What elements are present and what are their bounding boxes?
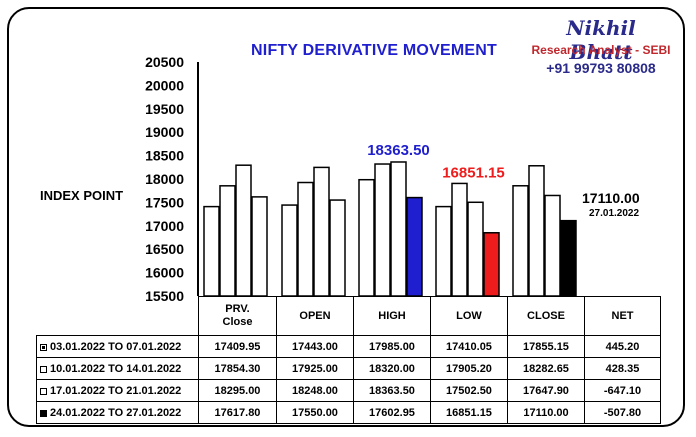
legend-swatch: [40, 409, 47, 417]
row-label-text: 17.01.2022 TO 21.01.2022: [50, 384, 182, 397]
col-prv-close: PRV. Close: [198, 296, 277, 336]
bar: [435, 205, 452, 297]
bar: [235, 164, 252, 297]
row-label: 03.01.2022 TO 07.01.2022: [36, 335, 199, 358]
table-cell: 16851.15: [430, 401, 508, 424]
row-label-text: 10.01.2022 TO 14.01.2022: [50, 362, 182, 375]
brand-role: Research Analyst - SEBI: [531, 43, 671, 57]
table-cell: 445.20: [584, 335, 661, 358]
table-cell: 17443.00: [276, 335, 354, 358]
table-cell: 17985.00: [353, 335, 431, 358]
bar: [358, 178, 375, 297]
table-cell: 18363.50: [353, 379, 431, 402]
table-cell: 17410.05: [430, 335, 508, 358]
bar: [390, 161, 407, 297]
y-tick-label: 16500: [145, 241, 184, 257]
col-high: HIGH: [353, 296, 431, 336]
table-header-row: PRV. Close OPEN HIGH LOW CLOSE NET: [37, 296, 661, 336]
table-cell: 17925.00: [276, 357, 354, 380]
high-annotation: 18363.50: [367, 142, 430, 159]
row-label-text: 24.01.2022 TO 27.01.2022: [50, 406, 182, 419]
table-row: 17.01.2022 TO 21.01.2022 18295.00 18248.…: [36, 379, 661, 402]
brand-name: Nikhil Bhatt: [566, 16, 636, 64]
col-net: NET: [584, 296, 661, 336]
bar: [467, 201, 484, 297]
table-row: 24.01.2022 TO 27.01.2022 17617.80 17550.…: [36, 401, 661, 424]
table-cell: 17617.80: [198, 401, 277, 424]
col-close: CLOSE: [507, 296, 585, 336]
bar: [406, 196, 423, 297]
bar: [528, 165, 545, 297]
table-cell: 17905.20: [430, 357, 508, 380]
table-cell: 17550.00: [276, 401, 354, 424]
table-cell: 17602.95: [353, 401, 431, 424]
table-cell: 18282.65: [507, 357, 585, 380]
table-cell: 18320.00: [353, 357, 431, 380]
y-tick-label: 16000: [145, 265, 184, 281]
table-cell: 17647.90: [507, 379, 585, 402]
chart-title: NIFTY DERIVATIVE MOVEMENT: [251, 42, 497, 59]
row-label: 10.01.2022 TO 14.01.2022: [36, 357, 199, 380]
bar: [203, 205, 220, 297]
row-label: 24.01.2022 TO 27.01.2022: [36, 401, 199, 424]
row-label: 17.01.2022 TO 21.01.2022: [36, 379, 199, 402]
close-date-annotation: 27.01.2022: [589, 208, 640, 219]
table-cell: -647.10: [584, 379, 661, 402]
col-open: OPEN: [276, 296, 354, 336]
y-tick-label: 18500: [145, 148, 184, 164]
table-corner: [37, 297, 199, 336]
bar: [544, 194, 561, 297]
low-annotation: 16851.15: [442, 165, 505, 182]
bar: [297, 181, 314, 297]
y-tick-label: 19500: [145, 101, 184, 117]
close-annotation: 17110.00: [582, 190, 640, 206]
row-label-text: 03.01.2022 TO 07.01.2022: [50, 340, 182, 353]
bar: [374, 163, 391, 297]
table-cell: 17409.95: [198, 335, 277, 358]
col-low: LOW: [430, 296, 508, 336]
data-table: PRV. Close OPEN HIGH LOW CLOSE NET 03.01…: [36, 296, 661, 424]
legend-swatch: [40, 387, 47, 395]
table-cell: -507.80: [584, 401, 661, 424]
table-cell: 18295.00: [198, 379, 277, 402]
table-cell: 17502.50: [430, 379, 508, 402]
table-cell: 18248.00: [276, 379, 354, 402]
bar: [329, 199, 346, 297]
y-tick-label: 15500: [145, 288, 184, 304]
bar: [451, 182, 468, 297]
y-tick-label: 17500: [145, 194, 184, 210]
y-tick-label: 18000: [145, 171, 184, 187]
table-cell: 17854.30: [198, 357, 277, 380]
legend-swatch: [40, 365, 47, 373]
bar: [281, 204, 298, 297]
bar: [251, 196, 268, 297]
y-tick-label: 17000: [145, 218, 184, 234]
table-cell: 17110.00: [507, 401, 585, 424]
table-cell: 17855.15: [507, 335, 585, 358]
y-tick-label: 20000: [145, 77, 184, 93]
y-axis-label: INDEX POINT: [40, 188, 124, 203]
bar: [483, 232, 500, 297]
bar: [560, 219, 577, 297]
bar: [313, 166, 330, 297]
legend-swatch: [40, 343, 47, 351]
y-tick-label: 19000: [145, 124, 184, 140]
bar: [512, 185, 529, 297]
bar: [219, 185, 236, 297]
table-row: 10.01.2022 TO 14.01.2022 17854.30 17925.…: [36, 357, 661, 380]
table-row: 03.01.2022 TO 07.01.2022 17409.95 17443.…: [36, 335, 661, 358]
table-cell: 428.35: [584, 357, 661, 380]
brand-phone: +91 99793 80808: [546, 60, 656, 76]
y-tick-label: 20500: [145, 54, 184, 70]
